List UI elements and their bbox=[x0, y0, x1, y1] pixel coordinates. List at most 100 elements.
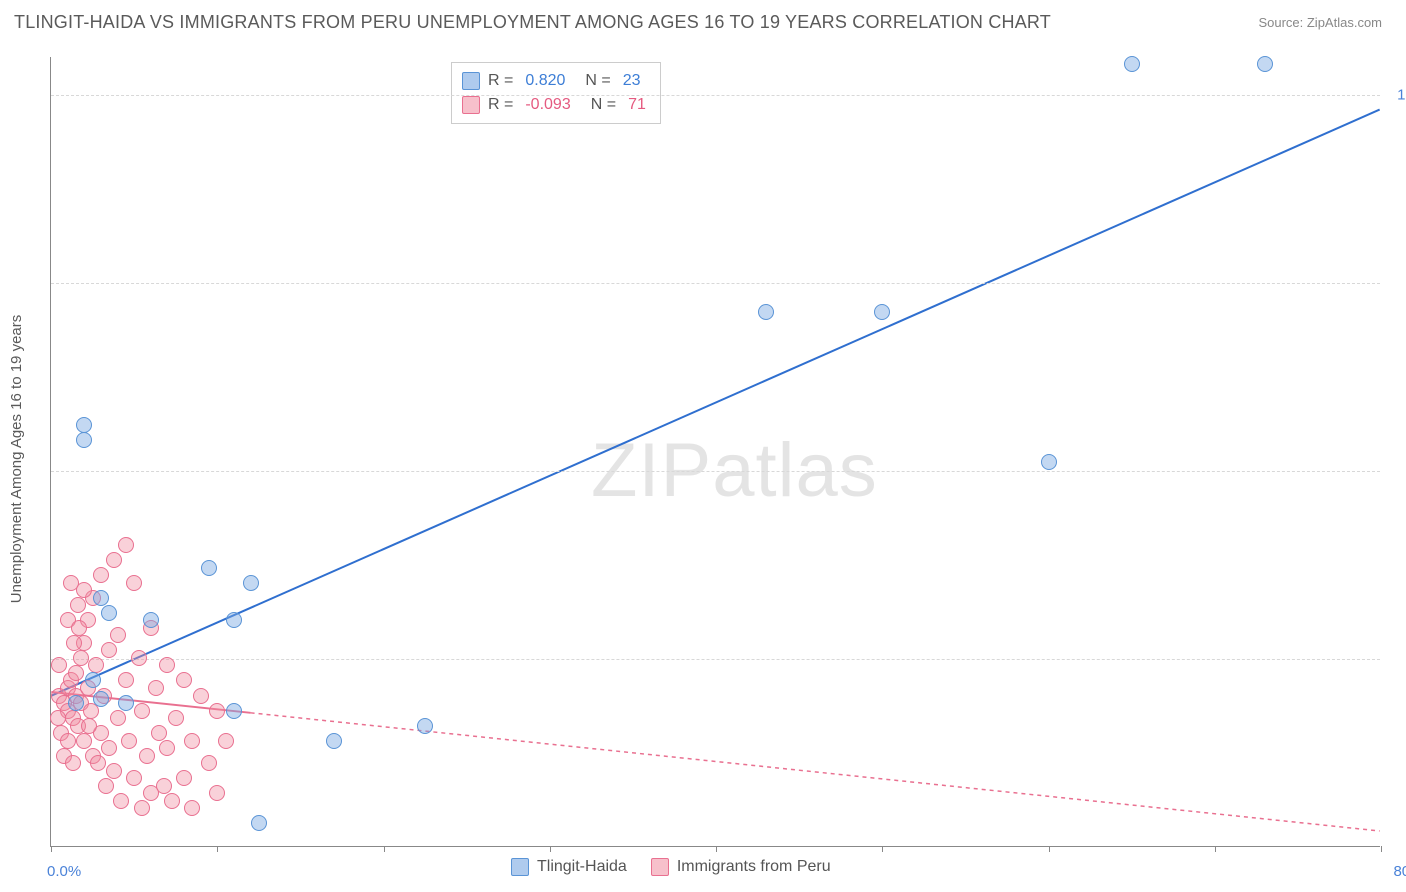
scatter-point-pink bbox=[159, 657, 175, 673]
scatter-point-pink bbox=[164, 793, 180, 809]
scatter-point-blue bbox=[758, 304, 774, 320]
scatter-point-pink bbox=[131, 650, 147, 666]
stat-n-blue: 23 bbox=[623, 69, 641, 93]
gridline-h bbox=[51, 659, 1380, 660]
scatter-point-pink bbox=[126, 575, 142, 591]
swatch-pink-icon bbox=[651, 858, 669, 876]
x-label-left: 0.0% bbox=[47, 863, 81, 880]
scatter-point-pink bbox=[106, 763, 122, 779]
scatter-point-blue bbox=[118, 695, 134, 711]
scatter-point-blue bbox=[417, 718, 433, 734]
chart-title: TLINGIT-HAIDA VS IMMIGRANTS FROM PERU UN… bbox=[14, 12, 1051, 33]
stats-row-pink: R = -0.093 N = 71 bbox=[462, 93, 646, 117]
stat-r-blue: 0.820 bbox=[525, 69, 565, 93]
stat-n-pink: 71 bbox=[628, 93, 646, 117]
x-label-right: 80.0% bbox=[1393, 863, 1406, 880]
scatter-point-pink bbox=[168, 710, 184, 726]
scatter-point-pink bbox=[176, 770, 192, 786]
swatch-pink-icon bbox=[462, 96, 480, 114]
scatter-point-pink bbox=[193, 688, 209, 704]
scatter-point-blue bbox=[201, 560, 217, 576]
stats-box: R = 0.820 N = 23 R = -0.093 N = 71 bbox=[451, 62, 661, 124]
scatter-point-pink bbox=[184, 800, 200, 816]
legend-label-blue: Tlingit-Haida bbox=[537, 858, 627, 876]
scatter-point-pink bbox=[68, 665, 84, 681]
scatter-point-blue bbox=[76, 417, 92, 433]
scatter-point-pink bbox=[151, 725, 167, 741]
scatter-point-blue bbox=[101, 605, 117, 621]
stat-n-label: N = bbox=[591, 93, 616, 117]
scatter-point-pink bbox=[159, 740, 175, 756]
scatter-point-blue bbox=[143, 612, 159, 628]
scatter-point-pink bbox=[88, 657, 104, 673]
scatter-point-pink bbox=[110, 710, 126, 726]
scatter-point-blue bbox=[93, 590, 109, 606]
chart-container: Unemployment Among Ages 16 to 19 years Z… bbox=[0, 39, 1406, 879]
scatter-point-blue bbox=[226, 612, 242, 628]
scatter-point-pink bbox=[90, 755, 106, 771]
scatter-point-pink bbox=[209, 785, 225, 801]
scatter-point-pink bbox=[209, 703, 225, 719]
stats-row-blue: R = 0.820 N = 23 bbox=[462, 69, 646, 93]
scatter-point-pink bbox=[218, 733, 234, 749]
gridline-h bbox=[51, 283, 1380, 284]
scatter-point-pink bbox=[134, 703, 150, 719]
legend-item-pink: Immigrants from Peru bbox=[651, 858, 831, 876]
x-tick bbox=[550, 846, 551, 852]
scatter-point-pink bbox=[70, 597, 86, 613]
swatch-blue-icon bbox=[511, 858, 529, 876]
legend-item-blue: Tlingit-Haida bbox=[511, 858, 627, 876]
scatter-point-blue bbox=[243, 575, 259, 591]
scatter-point-pink bbox=[73, 650, 89, 666]
chart-header: TLINGIT-HAIDA VS IMMIGRANTS FROM PERU UN… bbox=[0, 0, 1406, 39]
stat-r-label: R = bbox=[488, 93, 513, 117]
scatter-point-pink bbox=[76, 582, 92, 598]
scatter-point-pink bbox=[201, 755, 217, 771]
scatter-point-pink bbox=[176, 672, 192, 688]
scatter-point-blue bbox=[93, 691, 109, 707]
y-tick-label: 100.0% bbox=[1397, 86, 1406, 103]
x-tick bbox=[384, 846, 385, 852]
scatter-point-pink bbox=[98, 778, 114, 794]
scatter-point-pink bbox=[81, 718, 97, 734]
scatter-point-pink bbox=[50, 710, 66, 726]
x-tick bbox=[1049, 846, 1050, 852]
swatch-blue-icon bbox=[462, 72, 480, 90]
scatter-point-pink bbox=[184, 733, 200, 749]
stat-n-label: N = bbox=[585, 69, 610, 93]
scatter-point-pink bbox=[101, 642, 117, 658]
scatter-point-blue bbox=[68, 695, 84, 711]
scatter-point-pink bbox=[76, 733, 92, 749]
scatter-point-pink bbox=[110, 627, 126, 643]
scatter-point-pink bbox=[148, 680, 164, 696]
scatter-point-pink bbox=[139, 748, 155, 764]
x-tick bbox=[1381, 846, 1382, 852]
scatter-point-pink bbox=[118, 537, 134, 553]
scatter-point-pink bbox=[51, 657, 67, 673]
scatter-point-pink bbox=[65, 755, 81, 771]
x-tick bbox=[1215, 846, 1216, 852]
scatter-point-pink bbox=[66, 635, 82, 651]
scatter-point-pink bbox=[101, 740, 117, 756]
scatter-point-blue bbox=[251, 815, 267, 831]
scatter-point-blue bbox=[76, 432, 92, 448]
scatter-point-pink bbox=[106, 552, 122, 568]
scatter-point-pink bbox=[134, 800, 150, 816]
plot-area: ZIPatlas R = 0.820 N = 23 R = -0.093 N =… bbox=[50, 57, 1380, 847]
chart-source: Source: ZipAtlas.com bbox=[1258, 15, 1382, 30]
gridline-h bbox=[51, 95, 1380, 96]
y-axis-label: Unemployment Among Ages 16 to 19 years bbox=[8, 315, 25, 604]
gridline-h bbox=[51, 471, 1380, 472]
scatter-point-pink bbox=[126, 770, 142, 786]
scatter-point-blue bbox=[226, 703, 242, 719]
trend-lines bbox=[51, 57, 1380, 846]
legend: Tlingit-Haida Immigrants from Peru bbox=[511, 858, 831, 876]
stat-r-label: R = bbox=[488, 69, 513, 93]
scatter-point-pink bbox=[156, 778, 172, 794]
scatter-point-blue bbox=[874, 304, 890, 320]
x-tick bbox=[716, 846, 717, 852]
x-tick bbox=[217, 846, 218, 852]
scatter-point-blue bbox=[326, 733, 342, 749]
x-tick bbox=[882, 846, 883, 852]
scatter-point-pink bbox=[113, 793, 129, 809]
